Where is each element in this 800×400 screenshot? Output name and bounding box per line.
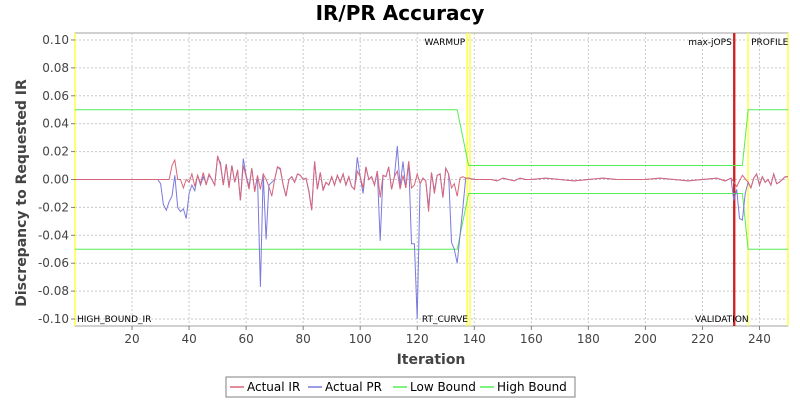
x-tick-label: 160	[520, 332, 543, 346]
y-tick-label: -0.02	[38, 200, 69, 214]
marker-label: VALIDATION	[695, 315, 749, 325]
x-tick-label: 40	[181, 332, 196, 346]
y-tick-label: 0.00	[42, 173, 69, 187]
x-tick-label: 120	[406, 332, 429, 346]
x-tick-label: 60	[238, 332, 253, 346]
y-axis-label: Discrepancy to Requested IR	[14, 79, 30, 307]
x-tick-label: 80	[296, 332, 311, 346]
x-tick-label: 200	[634, 332, 657, 346]
legend-label: Low Bound	[410, 380, 476, 394]
marker-label: RT_CURVE	[422, 315, 468, 325]
x-tick-label: 100	[349, 332, 372, 346]
y-tick-label: -0.06	[38, 256, 69, 270]
chart-title: IR/PR Accuracy	[316, 1, 485, 25]
y-tick-label: 0.02	[42, 145, 69, 159]
x-tick-label: 240	[748, 332, 771, 346]
x-axis-ticks: 20 40 60 80 100 120 140 160 180 200 220 240	[124, 326, 771, 346]
x-tick-label: 220	[691, 332, 714, 346]
marker-label: HIGH_BOUND_IR	[77, 315, 151, 325]
x-axis-label: Iteration	[397, 352, 466, 368]
y-tick-label: -0.08	[38, 284, 69, 298]
marker-label: max-jOPS	[688, 38, 732, 48]
marker-label: WARMUP	[425, 38, 466, 48]
y-axis-ticks: -0.10 -0.08 -0.06 -0.04 -0.02 0.00 0.02 0.04 0.0…	[38, 33, 75, 326]
y-tick-label: 0.08	[42, 61, 69, 75]
marker-label: PROFILE	[751, 38, 789, 48]
x-tick-label: 180	[577, 332, 600, 346]
y-tick-label: 0.04	[42, 117, 69, 131]
legend: Actual IR Actual PR Low Bound High Bound	[225, 376, 576, 398]
y-tick-label: -0.04	[38, 228, 69, 242]
x-tick-label: 140	[463, 332, 486, 346]
y-tick-label: -0.10	[38, 312, 69, 326]
grid	[75, 33, 788, 326]
series-line-actual-ir	[75, 155, 788, 212]
y-tick-label: 0.06	[42, 89, 69, 103]
legend-label: High Bound	[497, 380, 567, 394]
series-lines	[75, 109, 788, 320]
series-line-low-bound	[75, 193, 788, 250]
series-line-high-bound	[75, 109, 788, 166]
x-tick-label: 20	[124, 332, 139, 346]
marker-labels: WARMUP RT_CURVE max-jOPS VALIDATION PROFILE H…	[77, 38, 789, 325]
legend-label: Actual PR	[325, 380, 382, 394]
legend-label: Actual IR	[247, 380, 300, 394]
y-tick-label: 0.10	[42, 33, 69, 47]
